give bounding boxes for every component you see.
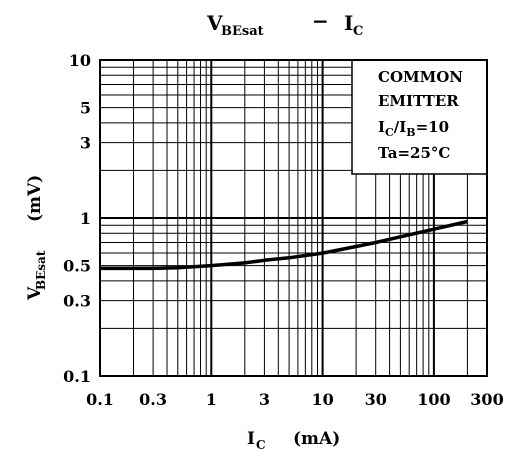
title-right-main: I xyxy=(344,11,353,35)
legend-line-ratio: IC/IB=10 xyxy=(378,118,449,139)
plot-frame xyxy=(99,59,488,377)
legend-ratio-value: =10 xyxy=(416,118,449,136)
chart-title: V BEsat − I C xyxy=(206,9,363,39)
y-tick-label: 0.3 xyxy=(63,292,91,311)
legend-ratio-c: C xyxy=(385,126,394,139)
y-tick-label: 1 xyxy=(80,209,91,228)
legend-box: COMMON EMITTER IC/IB=10 Ta=25°C xyxy=(351,59,488,175)
legend-line-common: COMMON xyxy=(378,68,463,86)
x-axis-title-main: I xyxy=(247,429,255,449)
x-tick-label: 10 xyxy=(311,390,333,409)
legend-ratio-b: B xyxy=(406,126,415,139)
x-axis-title: I C (mA) xyxy=(247,429,340,452)
y-tick-labels: 0.1 0.3 0.5 1 3 5 10 xyxy=(63,51,91,386)
x-tick-label: 0.1 xyxy=(86,390,114,409)
title-right-sub: C xyxy=(353,24,363,39)
title-separator: − xyxy=(312,9,329,33)
x-tick-label: 100 xyxy=(417,390,450,409)
y-axis-unit: (mV) xyxy=(25,175,45,222)
series-group xyxy=(100,219,468,271)
x-tick-label: 300 xyxy=(470,390,503,409)
x-tick-label: 30 xyxy=(365,390,387,409)
y-axis-title-sub: BEsat xyxy=(34,250,48,290)
title-left-sub: BEsat xyxy=(221,24,264,39)
y-tick-label: 10 xyxy=(69,51,91,70)
x-axis-unit: (mA) xyxy=(293,429,340,449)
legend-frame xyxy=(351,59,488,175)
legend-line-emitter: EMITTER xyxy=(378,92,459,110)
y-tick-label: 5 xyxy=(80,99,91,118)
title-left-main: V xyxy=(206,11,223,35)
legend-line-temp: Ta=25°C xyxy=(378,144,450,162)
series-line xyxy=(100,219,468,271)
y-axis-title: V BEsat (mV) xyxy=(25,175,48,301)
y-tick-label: 0.1 xyxy=(63,367,91,386)
legend-ratio-ic: I xyxy=(378,118,385,136)
x-tick-label: 1 xyxy=(206,390,217,409)
x-tick-label: 3 xyxy=(259,390,270,409)
y-axis-title-main: V xyxy=(25,286,45,301)
x-axis-title-sub: C xyxy=(256,438,266,452)
x-tick-label: 0.3 xyxy=(139,390,167,409)
legend-ratio-slash: /I xyxy=(394,118,407,136)
x-tick-labels: 0.1 0.3 1 3 10 30 100 300 xyxy=(86,390,504,409)
y-tick-label: 3 xyxy=(80,134,91,153)
y-tick-label: 0.5 xyxy=(63,257,91,276)
